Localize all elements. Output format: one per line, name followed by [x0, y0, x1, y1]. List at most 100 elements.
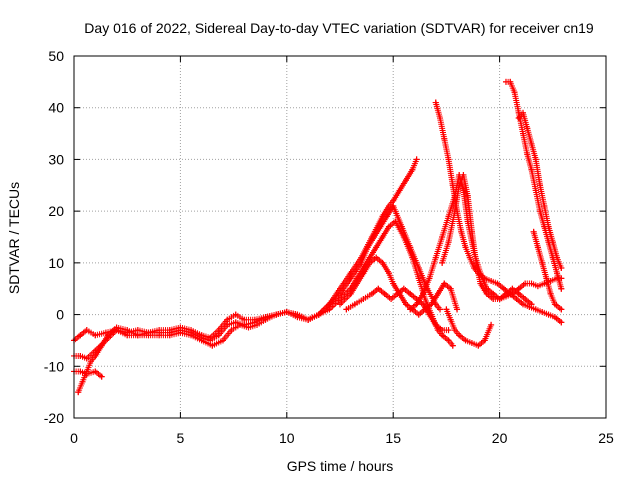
- data-point: [98, 342, 105, 349]
- data-point: [402, 177, 409, 184]
- data-point: [415, 311, 422, 318]
- y-tick-label: 30: [48, 151, 64, 167]
- data-point: [439, 259, 446, 266]
- data-series: [439, 171, 535, 308]
- data-point: [400, 285, 407, 292]
- data-point: [437, 306, 444, 313]
- data-point: [428, 301, 435, 308]
- data-point: [524, 151, 531, 158]
- data-point: [134, 327, 141, 334]
- data-point: [422, 296, 429, 303]
- data-point: [209, 342, 216, 349]
- data-point: [445, 239, 452, 246]
- data-point: [443, 306, 450, 313]
- data-point: [481, 275, 488, 282]
- data-point: [558, 285, 565, 292]
- data-point: [524, 125, 531, 132]
- data-point: [337, 296, 343, 303]
- data-point: [434, 290, 441, 297]
- data-point: [483, 290, 490, 297]
- data-point: [509, 285, 516, 292]
- data-point: [124, 327, 131, 334]
- chart-title: Day 016 of 2022, Sidereal Day-to-day VTE…: [84, 20, 594, 36]
- data-point: [528, 140, 535, 147]
- data-point: [551, 314, 558, 321]
- data-point: [543, 275, 550, 282]
- data-point: [409, 166, 416, 173]
- data-point: [366, 254, 373, 261]
- data-point: [377, 223, 384, 230]
- data-point: [92, 352, 99, 359]
- data-point: [83, 371, 90, 378]
- data-point: [439, 234, 446, 240]
- data-point: [254, 321, 261, 328]
- data-point: [451, 208, 458, 215]
- data-point: [441, 280, 448, 287]
- data-point: [83, 355, 90, 362]
- plot-area: [71, 78, 565, 396]
- x-tick-label: 20: [492, 430, 508, 446]
- data-point: [358, 259, 365, 266]
- data-point: [124, 332, 131, 339]
- data-point: [402, 301, 409, 308]
- y-tick-label: -10: [44, 358, 64, 374]
- data-point: [445, 213, 452, 220]
- data-point: [373, 244, 380, 251]
- data-point: [488, 277, 495, 284]
- data-point: [83, 327, 90, 334]
- data-point: [426, 275, 433, 282]
- data-point: [558, 306, 565, 313]
- data-point: [390, 202, 397, 209]
- data-point: [390, 197, 397, 204]
- data-point: [528, 280, 535, 287]
- data-point: [379, 234, 386, 240]
- data-point: [219, 337, 226, 344]
- data-point: [520, 301, 527, 308]
- data-point: [502, 290, 509, 297]
- data-point: [537, 182, 544, 189]
- data-point: [215, 332, 222, 339]
- data-point: [354, 280, 361, 287]
- data-point: [432, 99, 439, 106]
- data-point: [464, 192, 471, 199]
- data-point: [462, 337, 469, 344]
- data-point: [532, 306, 539, 313]
- data-point: [232, 319, 239, 326]
- data-point: [75, 389, 82, 396]
- data-point: [471, 265, 478, 272]
- data-point: [549, 239, 556, 246]
- data-point: [262, 316, 269, 323]
- data-point: [232, 311, 239, 318]
- data-point: [534, 244, 541, 251]
- data-point: [547, 277, 554, 284]
- data-point: [432, 254, 439, 261]
- data-point: [92, 368, 99, 375]
- data-point: [441, 135, 448, 142]
- data-point: [445, 337, 452, 344]
- axis-ticks: [73, 55, 607, 419]
- data-point: [558, 319, 565, 326]
- data-point: [466, 254, 473, 261]
- data-point: [468, 340, 475, 347]
- data-series: [343, 285, 452, 334]
- data-point: [551, 301, 558, 308]
- data-point: [528, 301, 535, 308]
- data-point: [373, 254, 380, 261]
- data-point: [554, 254, 561, 261]
- data-point: [458, 228, 465, 235]
- data-point: [396, 187, 403, 194]
- data-point: [445, 156, 452, 163]
- data-point: [360, 296, 367, 303]
- data-point: [224, 321, 231, 328]
- data-point: [236, 321, 243, 328]
- y-tick-label: 20: [48, 203, 64, 219]
- data-series: [337, 254, 461, 318]
- data-point: [383, 213, 390, 220]
- x-tick-label: 25: [598, 430, 614, 446]
- data-point: [445, 327, 452, 334]
- grid-lines: [74, 56, 606, 418]
- data-point: [532, 156, 539, 163]
- data-point: [496, 296, 503, 303]
- data-point: [105, 332, 112, 339]
- data-point: [394, 290, 401, 297]
